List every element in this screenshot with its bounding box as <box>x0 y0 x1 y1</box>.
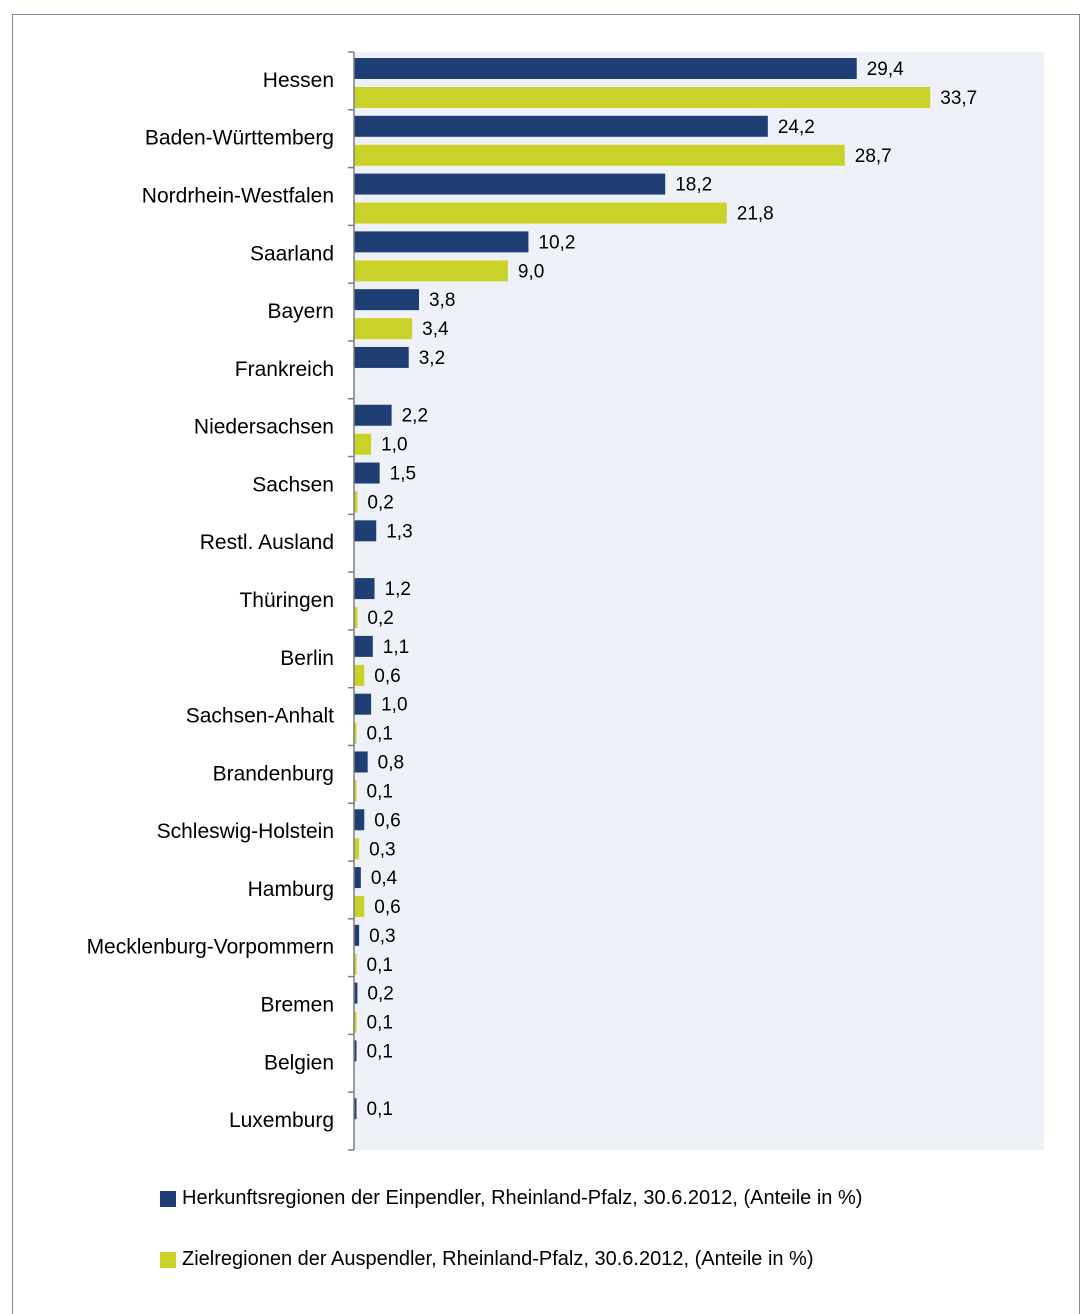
data-label-einpendler-niedersachsen: 2,2 <box>402 406 428 427</box>
bar-auspendler-nordrhein-westfalen <box>354 202 727 224</box>
bar-auspendler-brandenburg <box>354 780 357 802</box>
data-label-einpendler-nordrhein-westfalen: 18,2 <box>675 175 712 196</box>
legend-label-einpendler: Herkunftsregionen der Einpendler, Rheinl… <box>182 1187 863 1209</box>
category-label-niedersachsen: Niedersachsen <box>194 416 334 439</box>
legend-item-auspendler: Zielregionen der Auspendler, Rheinland-P… <box>160 1248 814 1271</box>
bar-einpendler-restl-ausland <box>354 520 377 542</box>
bar-einpendler-belgien <box>354 1040 357 1062</box>
bar-einpendler-hessen <box>354 58 857 79</box>
legend-label-auspendler: Zielregionen der Auspendler, Rheinland-P… <box>182 1248 814 1270</box>
data-label-einpendler-th-ringen: 1,2 <box>385 579 411 600</box>
category-label-mecklenburg-vorpommern: Mecklenburg-Vorpommern <box>87 936 334 959</box>
legend-swatch-auspendler <box>160 1251 176 1268</box>
data-label-auspendler-bremen: 0,1 <box>367 1013 393 1034</box>
bar-einpendler-saarland <box>354 231 529 253</box>
category-label-hessen: Hessen <box>263 69 334 92</box>
bar-auspendler-niedersachsen <box>354 433 372 455</box>
data-label-auspendler-hamburg: 0,6 <box>374 897 400 918</box>
bar-auspendler-baden-w-rttemberg <box>354 144 845 166</box>
bar-einpendler-schleswig-holstein <box>354 809 365 831</box>
data-label-auspendler-mecklenburg-vorpommern: 0,1 <box>367 955 393 976</box>
data-label-einpendler-bremen: 0,2 <box>367 984 393 1005</box>
data-label-einpendler-hamburg: 0,4 <box>371 868 398 889</box>
category-label-berlin: Berlin <box>280 647 334 670</box>
data-label-auspendler-brandenburg: 0,1 <box>367 781 393 802</box>
data-label-einpendler-saarland: 10,2 <box>538 232 575 253</box>
bar-auspendler-bremen <box>354 1011 357 1033</box>
data-label-einpendler-hessen: 29,4 <box>867 59 904 80</box>
category-label-frankreich: Frankreich <box>235 358 334 381</box>
data-label-einpendler-sachsen: 1,5 <box>390 464 416 485</box>
bar-auspendler-bayern <box>354 318 413 340</box>
bar-einpendler-nordrhein-westfalen <box>354 173 666 195</box>
data-label-einpendler-restl-ausland: 1,3 <box>386 521 412 542</box>
bar-einpendler-bayern <box>354 289 419 311</box>
bar-einpendler-frankreich <box>354 346 409 368</box>
data-label-einpendler-brandenburg: 0,8 <box>378 752 404 773</box>
bar-einpendler-baden-w-rttemberg <box>354 115 768 137</box>
data-label-einpendler-luxemburg: 0,1 <box>367 1099 393 1120</box>
category-label-restl-ausland: Restl. Ausland <box>200 531 334 554</box>
data-label-einpendler-schleswig-holstein: 0,6 <box>374 810 400 831</box>
chart-frame <box>12 14 1080 1314</box>
bar-auspendler-sachsen-anhalt <box>354 722 357 744</box>
data-label-einpendler-berlin: 1,1 <box>383 637 409 658</box>
bar-einpendler-sachsen-anhalt <box>354 693 372 715</box>
data-label-auspendler-saarland: 9,0 <box>518 261 544 282</box>
data-label-auspendler-bayern: 3,4 <box>422 319 449 340</box>
bar-auspendler-hamburg <box>354 896 365 918</box>
data-label-auspendler-baden-w-rttemberg: 28,7 <box>855 146 892 167</box>
data-label-auspendler-berlin: 0,6 <box>374 666 400 687</box>
bar-auspendler-schleswig-holstein <box>354 838 360 860</box>
bar-einpendler-hamburg <box>354 867 361 889</box>
data-label-einpendler-bayern: 3,8 <box>429 290 455 311</box>
bar-auspendler-sachsen <box>354 491 358 513</box>
data-label-auspendler-sachsen-anhalt: 0,1 <box>367 724 393 745</box>
bar-einpendler-luxemburg <box>354 1098 357 1120</box>
data-label-einpendler-belgien: 0,1 <box>367 1041 393 1062</box>
bar-auspendler-berlin <box>354 664 365 686</box>
category-label-schleswig-holstein: Schleswig-Holstein <box>157 820 334 843</box>
category-label-baden-w-rttemberg: Baden-Württemberg <box>145 127 334 150</box>
category-label-th-ringen: Thüringen <box>239 589 334 612</box>
data-label-auspendler-nordrhein-westfalen: 21,8 <box>737 204 774 225</box>
bar-einpendler-bremen <box>354 982 358 1004</box>
data-label-einpendler-frankreich: 3,2 <box>419 348 445 369</box>
bar-auspendler-mecklenburg-vorpommern <box>354 953 357 975</box>
bar-einpendler-mecklenburg-vorpommern <box>354 924 360 946</box>
category-label-brandenburg: Brandenburg <box>213 762 334 785</box>
bar-einpendler-brandenburg <box>354 751 368 773</box>
category-label-saarland: Saarland <box>250 242 334 265</box>
category-label-sachsen-anhalt: Sachsen-Anhalt <box>186 705 334 728</box>
data-label-auspendler-schleswig-holstein: 0,3 <box>369 839 395 860</box>
category-label-bayern: Bayern <box>267 300 334 323</box>
bar-einpendler-th-ringen <box>354 578 375 600</box>
data-label-auspendler-th-ringen: 0,2 <box>367 608 393 629</box>
bar-auspendler-hessen <box>354 87 931 108</box>
category-label-sachsen: Sachsen <box>252 473 334 496</box>
category-label-luxemburg: Luxemburg <box>229 1109 334 1132</box>
data-label-auspendler-sachsen: 0,2 <box>367 493 393 514</box>
bar-auspendler-saarland <box>354 260 508 282</box>
category-label-belgien: Belgien <box>264 1051 334 1074</box>
data-label-einpendler-mecklenburg-vorpommern: 0,3 <box>369 926 395 947</box>
legend-item-einpendler: Herkunftsregionen der Einpendler, Rheinl… <box>160 1187 862 1210</box>
bar-einpendler-berlin <box>354 635 373 657</box>
data-label-auspendler-niedersachsen: 1,0 <box>381 435 407 456</box>
category-label-nordrhein-westfalen: Nordrhein-Westfalen <box>142 184 334 207</box>
data-label-einpendler-baden-w-rttemberg: 24,2 <box>778 117 815 138</box>
bar-einpendler-niedersachsen <box>354 404 392 426</box>
legend-swatch-einpendler <box>160 1190 176 1207</box>
bar-auspendler-th-ringen <box>354 607 358 629</box>
category-label-bremen: Bremen <box>260 994 334 1017</box>
category-label-hamburg: Hamburg <box>248 878 334 901</box>
bar-einpendler-sachsen <box>354 462 380 484</box>
data-label-auspendler-hessen: 33,7 <box>940 88 977 109</box>
data-label-einpendler-sachsen-anhalt: 1,0 <box>381 695 407 716</box>
